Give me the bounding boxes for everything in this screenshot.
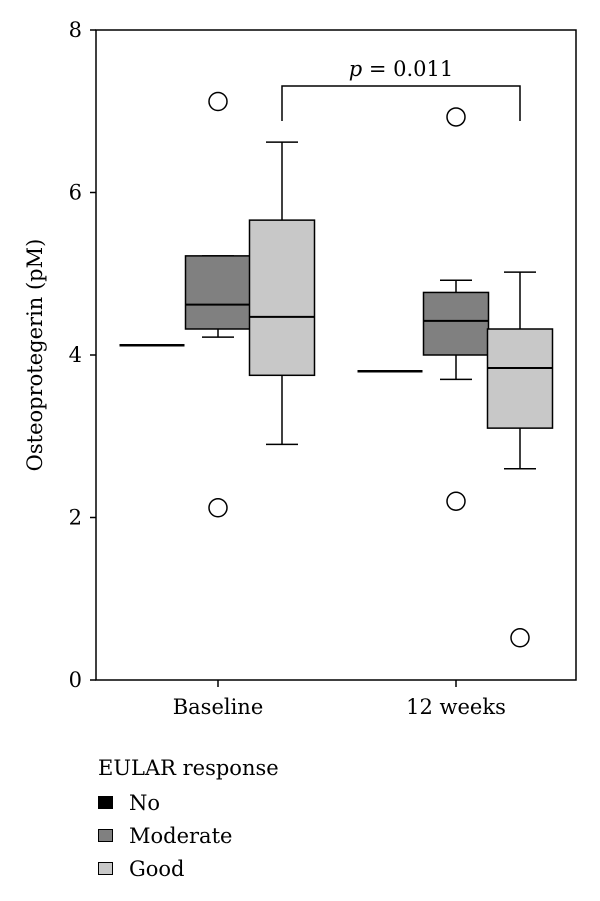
outlier-point xyxy=(208,91,228,112)
outlier-point xyxy=(446,107,466,127)
legend-label-moderate: Moderate xyxy=(129,823,233,848)
box-groups xyxy=(119,91,554,648)
x-tick-label: 12 weeks xyxy=(406,695,506,719)
y-tick-label: 4 xyxy=(69,343,82,367)
box-iqr xyxy=(422,291,490,356)
p-value-label: p = 0.011 xyxy=(349,57,454,81)
legend-label-no: No xyxy=(129,790,161,815)
box-iqr xyxy=(486,328,554,429)
y-tick-label: 6 xyxy=(69,181,82,205)
box-good-0 xyxy=(248,141,316,446)
legend-swatch-good xyxy=(98,862,113,875)
legend-label-good: Good xyxy=(129,856,185,881)
outlier-point xyxy=(208,498,228,518)
outlier-point xyxy=(510,628,530,648)
legend-item-good: Good xyxy=(98,852,279,885)
box-iqr xyxy=(248,219,316,377)
y-tick-label: 0 xyxy=(69,668,82,692)
x-axis: Baseline 12 weeks xyxy=(173,680,506,719)
y-tick-label: 2 xyxy=(69,506,82,530)
legend-item-no: No xyxy=(98,786,279,819)
legend-swatch-no xyxy=(98,796,113,809)
outlier-point xyxy=(446,491,466,511)
legend-title: EULAR response xyxy=(98,756,279,780)
legend: EULAR response No Moderate Good xyxy=(98,756,279,885)
legend-swatch-moderate xyxy=(98,829,113,842)
box-moderate-1 xyxy=(422,107,490,511)
y-axis: 0 2 4 6 8 xyxy=(69,18,96,692)
y-tick-label: 8 xyxy=(69,18,82,42)
p-symbol: p xyxy=(349,57,362,81)
significance-bracket xyxy=(281,85,521,121)
significance-annotation: p = 0.011 xyxy=(281,57,521,121)
x-tick-label: Baseline xyxy=(173,695,264,719)
box-good-1 xyxy=(486,271,554,648)
p-value-text: = 0.011 xyxy=(362,57,453,81)
y-axis-label: Osteoprotegerin (pM) xyxy=(23,239,47,472)
box-iqr xyxy=(184,255,252,330)
box-moderate-0 xyxy=(184,91,252,518)
legend-item-moderate: Moderate xyxy=(98,819,279,852)
